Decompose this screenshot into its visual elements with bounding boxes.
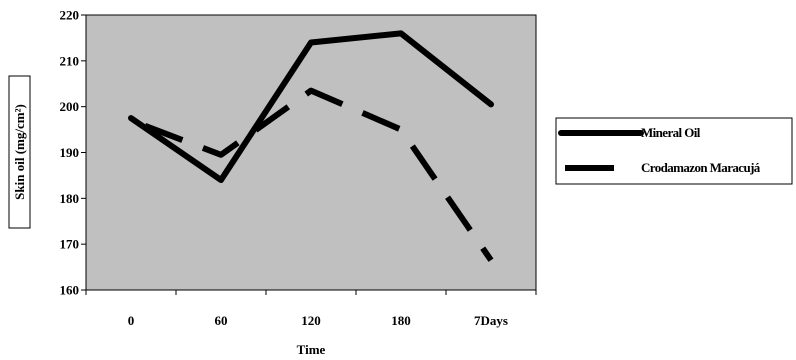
legend-label-mineral-oil: Mineral Oil	[641, 125, 701, 140]
legend-box	[555, 117, 793, 185]
y-axis-title-frame	[8, 75, 31, 229]
plot-area	[85, 14, 537, 291]
x-tick-label: 180	[391, 313, 411, 328]
x-tick-label: 7Days	[474, 313, 508, 328]
y-axis-title: Skin oil (mg/cm²)	[12, 104, 27, 200]
y-axis: 160 170 180 190 200 210 220	[60, 8, 86, 298]
y-tick-label: 200	[60, 99, 80, 114]
x-axis: 0 60 120 180 7Days	[85, 290, 537, 328]
x-axis-title: Time	[297, 342, 326, 357]
y-tick-label: 160	[60, 283, 80, 298]
x-tick-label: 60	[215, 313, 228, 328]
y-tick-label: 210	[60, 53, 80, 68]
y-axis-title-group: Skin oil (mg/cm²)	[8, 75, 31, 229]
x-tick-label: 120	[301, 313, 321, 328]
legend-label-crodamazon: Crodamazon Maracujá	[641, 160, 761, 175]
y-tick-label: 170	[60, 237, 80, 252]
x-tick-label: 0	[128, 313, 135, 328]
series-layer	[128, 30, 494, 262]
y-tick-label: 220	[60, 8, 80, 23]
y-tick-label: 180	[60, 191, 80, 206]
legend: Mineral Oil Crodamazon Maracujá	[555, 117, 793, 185]
y-tick-label: 190	[60, 145, 80, 160]
